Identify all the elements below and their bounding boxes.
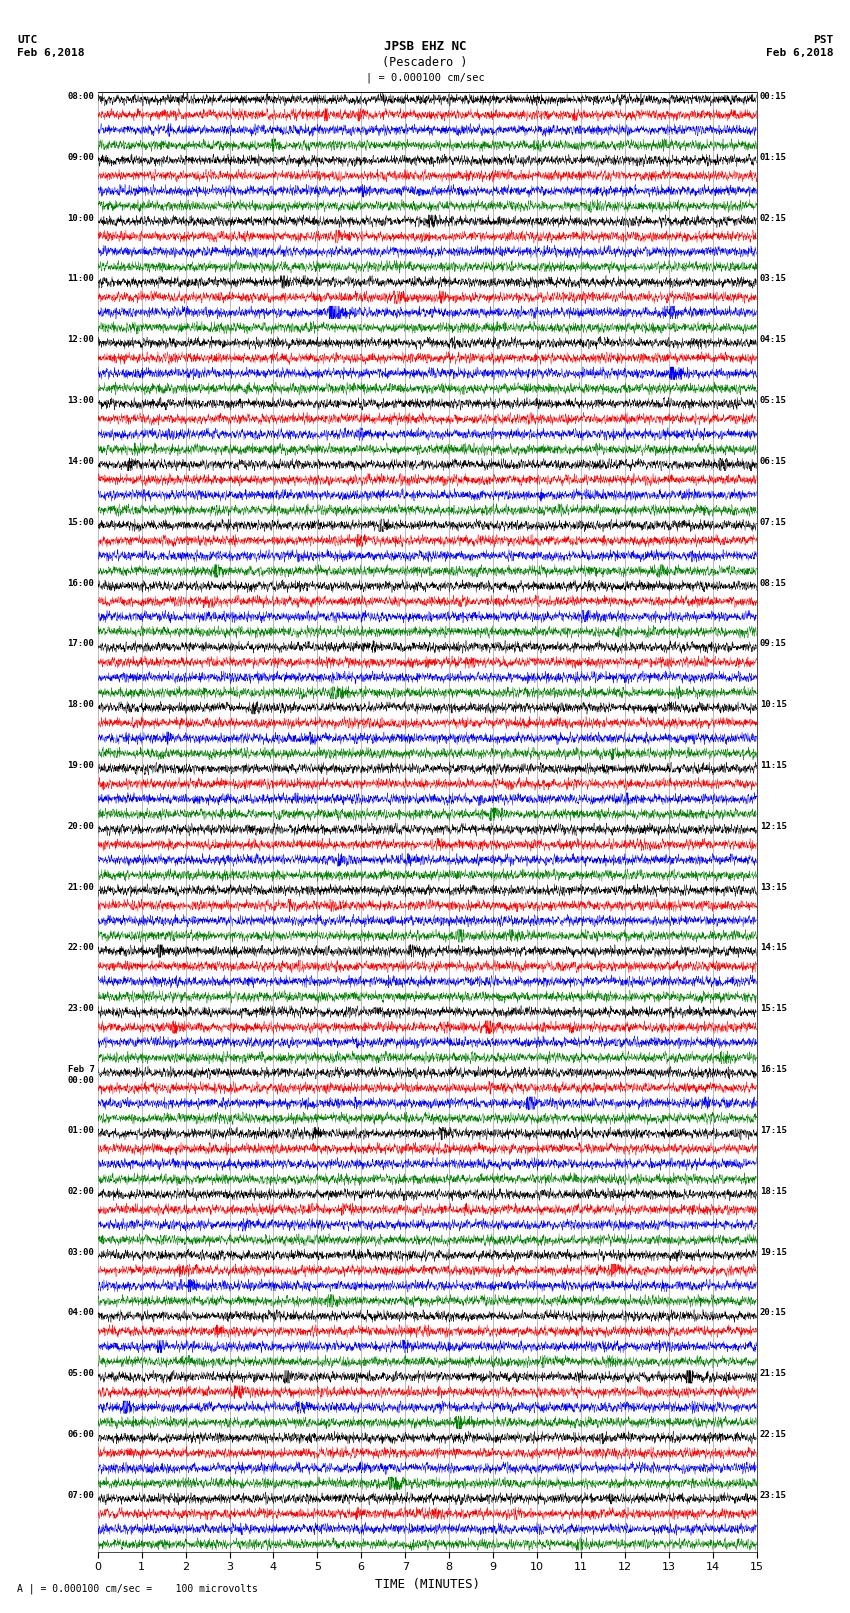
Text: Feb 7
00:00: Feb 7 00:00: [68, 1065, 94, 1084]
Text: 13:00: 13:00: [68, 397, 94, 405]
Text: A | = 0.000100 cm/sec =    100 microvolts: A | = 0.000100 cm/sec = 100 microvolts: [17, 1582, 258, 1594]
Text: 23:15: 23:15: [760, 1490, 786, 1500]
Text: 09:00: 09:00: [68, 153, 94, 161]
Text: 13:15: 13:15: [760, 882, 786, 892]
Text: 06:00: 06:00: [68, 1431, 94, 1439]
Text: 21:00: 21:00: [68, 882, 94, 892]
Text: 10:00: 10:00: [68, 213, 94, 223]
Text: 21:15: 21:15: [760, 1369, 786, 1378]
Text: 08:15: 08:15: [760, 579, 786, 587]
Text: 11:00: 11:00: [68, 274, 94, 284]
Text: 18:15: 18:15: [760, 1187, 786, 1195]
Text: 03:00: 03:00: [68, 1247, 94, 1257]
Text: PST: PST: [813, 35, 833, 45]
Text: 12:15: 12:15: [760, 823, 786, 831]
Text: 18:00: 18:00: [68, 700, 94, 710]
Text: 01:15: 01:15: [760, 153, 786, 161]
Text: 16:15: 16:15: [760, 1065, 786, 1074]
Text: 02:00: 02:00: [68, 1187, 94, 1195]
Text: UTC: UTC: [17, 35, 37, 45]
Text: 00:15: 00:15: [760, 92, 786, 102]
Text: 19:15: 19:15: [760, 1247, 786, 1257]
Text: 10:15: 10:15: [760, 700, 786, 710]
Text: Feb 6,2018: Feb 6,2018: [17, 48, 84, 58]
Text: 08:00: 08:00: [68, 92, 94, 102]
Text: 07:15: 07:15: [760, 518, 786, 527]
Text: 04:00: 04:00: [68, 1308, 94, 1318]
X-axis label: TIME (MINUTES): TIME (MINUTES): [375, 1578, 479, 1590]
Text: 17:00: 17:00: [68, 639, 94, 648]
Text: 15:15: 15:15: [760, 1005, 786, 1013]
Text: 17:15: 17:15: [760, 1126, 786, 1136]
Text: 02:15: 02:15: [760, 213, 786, 223]
Text: 07:00: 07:00: [68, 1490, 94, 1500]
Text: 09:15: 09:15: [760, 639, 786, 648]
Text: 22:15: 22:15: [760, 1431, 786, 1439]
Text: | = 0.000100 cm/sec: | = 0.000100 cm/sec: [366, 73, 484, 84]
Text: 01:00: 01:00: [68, 1126, 94, 1136]
Text: 05:00: 05:00: [68, 1369, 94, 1378]
Text: 19:00: 19:00: [68, 761, 94, 769]
Text: 11:15: 11:15: [760, 761, 786, 769]
Text: 22:00: 22:00: [68, 944, 94, 952]
Text: JPSB EHZ NC: JPSB EHZ NC: [383, 40, 467, 53]
Text: 16:00: 16:00: [68, 579, 94, 587]
Text: (Pescadero ): (Pescadero ): [382, 56, 468, 69]
Text: 03:15: 03:15: [760, 274, 786, 284]
Text: 14:00: 14:00: [68, 456, 94, 466]
Text: 20:15: 20:15: [760, 1308, 786, 1318]
Text: 04:15: 04:15: [760, 336, 786, 344]
Text: 14:15: 14:15: [760, 944, 786, 952]
Text: 06:15: 06:15: [760, 456, 786, 466]
Text: 05:15: 05:15: [760, 397, 786, 405]
Text: 23:00: 23:00: [68, 1005, 94, 1013]
Text: Feb 6,2018: Feb 6,2018: [766, 48, 833, 58]
Text: 20:00: 20:00: [68, 823, 94, 831]
Text: 15:00: 15:00: [68, 518, 94, 527]
Text: 12:00: 12:00: [68, 336, 94, 344]
